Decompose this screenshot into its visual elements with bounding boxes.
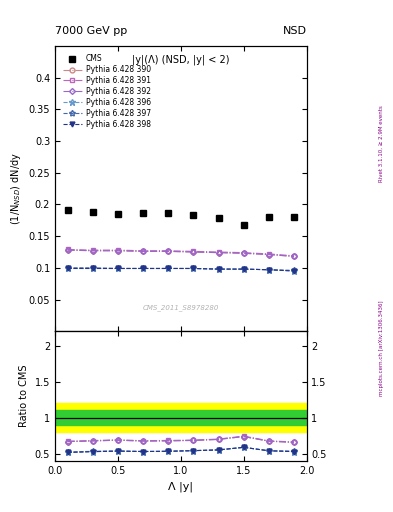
CMS — [90, 209, 95, 215]
Pythia 6.428 396 — [241, 266, 246, 272]
Pythia 6.428 392 — [241, 250, 246, 257]
CMS — [166, 210, 171, 217]
Pythia 6.428 397 — [216, 266, 221, 272]
Pythia 6.428 391 — [191, 248, 196, 254]
Line: Pythia 6.428 390: Pythia 6.428 390 — [65, 248, 296, 259]
Pythia 6.428 396 — [191, 265, 196, 271]
Pythia 6.428 396 — [166, 265, 171, 271]
Pythia 6.428 391 — [241, 249, 246, 255]
Pythia 6.428 396 — [116, 265, 120, 271]
Pythia 6.428 398 — [65, 265, 70, 271]
Pythia 6.428 396 — [65, 265, 70, 271]
CMS — [216, 216, 221, 222]
Text: mcplots.cern.ch [arXiv:1306.3436]: mcplots.cern.ch [arXiv:1306.3436] — [379, 301, 384, 396]
Pythia 6.428 397 — [141, 265, 145, 271]
Bar — [55, 411, 307, 425]
CMS — [266, 214, 271, 220]
Line: CMS: CMS — [64, 206, 298, 229]
Pythia 6.428 390 — [241, 250, 246, 257]
Pythia 6.428 397 — [116, 265, 120, 271]
Pythia 6.428 391 — [90, 247, 95, 253]
Pythia 6.428 392 — [292, 253, 296, 260]
CMS — [241, 222, 246, 228]
Pythia 6.428 396 — [216, 266, 221, 272]
Pythia 6.428 390 — [166, 248, 171, 254]
Pythia 6.428 391 — [65, 246, 70, 252]
Pythia 6.428 392 — [266, 251, 271, 258]
Pythia 6.428 391 — [216, 249, 221, 255]
Pythia 6.428 390 — [191, 249, 196, 255]
Line: Pythia 6.428 391: Pythia 6.428 391 — [65, 247, 296, 258]
Line: Pythia 6.428 397: Pythia 6.428 397 — [64, 265, 297, 273]
Pythia 6.428 390 — [141, 248, 145, 254]
Bar — [55, 403, 307, 432]
CMS — [116, 211, 120, 217]
Pythia 6.428 397 — [241, 266, 246, 272]
CMS — [191, 212, 196, 218]
Pythia 6.428 392 — [216, 249, 221, 255]
Pythia 6.428 398 — [292, 268, 296, 274]
Text: NSD: NSD — [283, 26, 307, 36]
Pythia 6.428 398 — [116, 265, 120, 271]
Pythia 6.428 392 — [116, 248, 120, 254]
Pythia 6.428 397 — [266, 267, 271, 273]
Text: 7000 GeV pp: 7000 GeV pp — [55, 26, 127, 36]
Pythia 6.428 391 — [116, 247, 120, 253]
X-axis label: Λ |y|: Λ |y| — [168, 481, 193, 492]
Pythia 6.428 392 — [166, 248, 171, 254]
Pythia 6.428 398 — [90, 265, 95, 271]
Pythia 6.428 391 — [266, 251, 271, 257]
Pythia 6.428 390 — [292, 253, 296, 260]
Pythia 6.428 392 — [191, 249, 196, 255]
Line: Pythia 6.428 396: Pythia 6.428 396 — [64, 265, 297, 274]
Pythia 6.428 398 — [266, 267, 271, 273]
Line: Pythia 6.428 392: Pythia 6.428 392 — [66, 248, 296, 259]
Text: |y|(Λ) (NSD, |y| < 2): |y|(Λ) (NSD, |y| < 2) — [132, 55, 230, 65]
Y-axis label: (1/N$_{NSD}$) dN/dy: (1/N$_{NSD}$) dN/dy — [9, 152, 23, 225]
Pythia 6.428 392 — [65, 247, 70, 253]
Pythia 6.428 397 — [166, 265, 171, 271]
Pythia 6.428 397 — [191, 265, 196, 271]
Pythia 6.428 398 — [141, 265, 145, 271]
Pythia 6.428 391 — [292, 253, 296, 259]
Pythia 6.428 391 — [141, 248, 145, 254]
Y-axis label: Ratio to CMS: Ratio to CMS — [19, 365, 29, 427]
Pythia 6.428 390 — [116, 248, 120, 254]
CMS — [292, 214, 296, 220]
Pythia 6.428 390 — [216, 249, 221, 255]
Pythia 6.428 397 — [90, 265, 95, 271]
Pythia 6.428 398 — [241, 266, 246, 272]
Pythia 6.428 392 — [90, 248, 95, 254]
Pythia 6.428 397 — [292, 267, 296, 273]
Pythia 6.428 390 — [266, 251, 271, 258]
Pythia 6.428 390 — [65, 247, 70, 253]
Line: Pythia 6.428 398: Pythia 6.428 398 — [65, 266, 296, 273]
Pythia 6.428 398 — [191, 265, 196, 271]
Pythia 6.428 396 — [292, 268, 296, 274]
Pythia 6.428 398 — [166, 265, 171, 271]
CMS — [65, 206, 70, 212]
Pythia 6.428 397 — [65, 265, 70, 271]
CMS — [141, 209, 145, 216]
Pythia 6.428 396 — [90, 265, 95, 271]
Text: CMS_2011_S8978280: CMS_2011_S8978280 — [143, 305, 219, 311]
Pythia 6.428 396 — [266, 267, 271, 273]
Text: Rivet 3.1.10, ≥ 2.9M events: Rivet 3.1.10, ≥ 2.9M events — [379, 105, 384, 182]
Legend: CMS, Pythia 6.428 390, Pythia 6.428 391, Pythia 6.428 392, Pythia 6.428 396, Pyt: CMS, Pythia 6.428 390, Pythia 6.428 391,… — [61, 53, 152, 130]
Pythia 6.428 396 — [141, 265, 145, 271]
Pythia 6.428 392 — [141, 248, 145, 254]
Pythia 6.428 398 — [216, 266, 221, 272]
Pythia 6.428 391 — [166, 248, 171, 254]
Pythia 6.428 390 — [90, 248, 95, 254]
